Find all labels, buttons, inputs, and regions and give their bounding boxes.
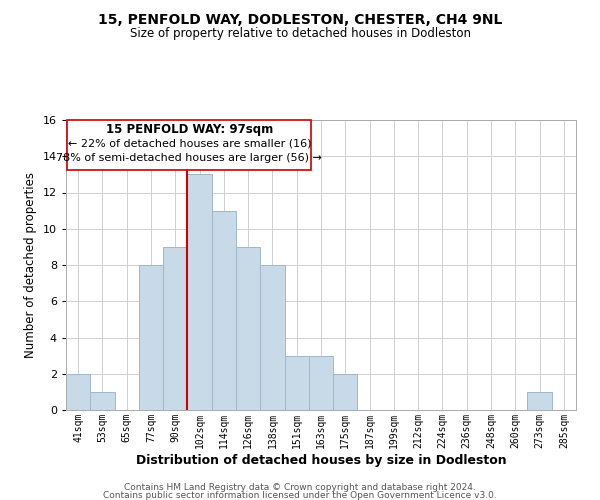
Bar [90,392,115,410]
Bar [236,247,260,410]
FancyBboxPatch shape [67,120,311,170]
Bar [527,392,552,410]
Y-axis label: Number of detached properties: Number of detached properties [24,172,37,358]
Bar [212,210,236,410]
Text: Size of property relative to detached houses in Dodleston: Size of property relative to detached ho… [130,28,470,40]
Bar [284,356,309,410]
Bar [309,356,333,410]
Text: 15, PENFOLD WAY, DODLESTON, CHESTER, CH4 9NL: 15, PENFOLD WAY, DODLESTON, CHESTER, CH4… [98,12,502,26]
Text: Contains public sector information licensed under the Open Government Licence v3: Contains public sector information licen… [103,490,497,500]
Bar [139,265,163,410]
Bar [260,265,284,410]
Bar [187,174,212,410]
Bar [66,374,90,410]
Text: 15 PENFOLD WAY: 97sqm: 15 PENFOLD WAY: 97sqm [106,122,273,136]
X-axis label: Distribution of detached houses by size in Dodleston: Distribution of detached houses by size … [136,454,506,466]
Text: ← 22% of detached houses are smaller (16): ← 22% of detached houses are smaller (16… [67,138,311,148]
Bar [333,374,358,410]
Text: 78% of semi-detached houses are larger (56) →: 78% of semi-detached houses are larger (… [56,153,322,163]
Bar [163,247,187,410]
Text: Contains HM Land Registry data © Crown copyright and database right 2024.: Contains HM Land Registry data © Crown c… [124,483,476,492]
